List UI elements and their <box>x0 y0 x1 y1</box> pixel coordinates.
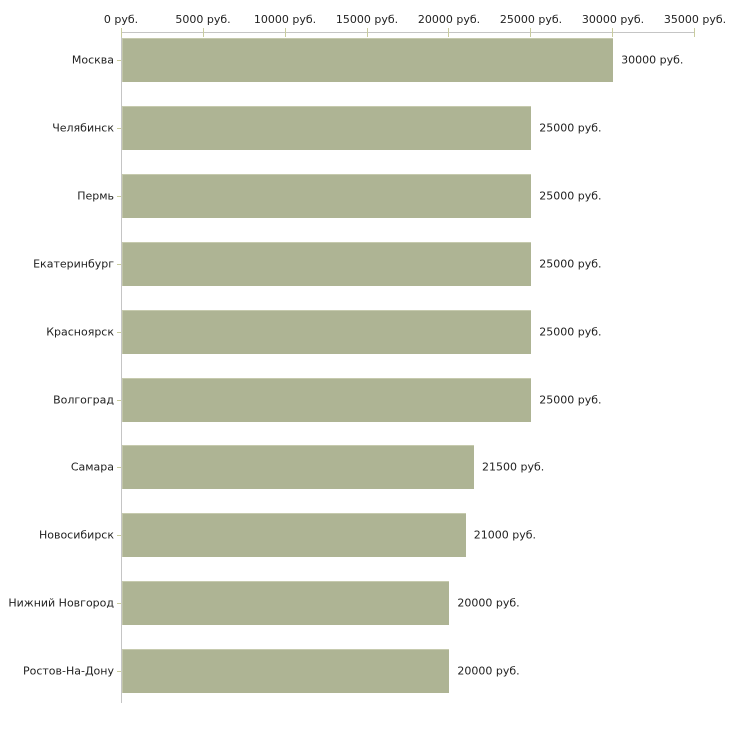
bar <box>122 445 474 490</box>
bar-row: Пермь 25000 руб. <box>77 169 695 237</box>
bar <box>122 173 532 218</box>
category-label: Пермь <box>77 189 114 203</box>
bar-row: Екатеринбург 25000 руб. <box>33 237 695 305</box>
x-axis-tick-label: 5000 руб. <box>175 13 231 26</box>
x-axis-tick-mark <box>612 28 614 37</box>
bar-row: Волгоград 25000 руб. <box>53 373 695 441</box>
x-axis-tick-label: 35000 руб. <box>663 13 727 26</box>
category-tick-mark <box>117 127 121 129</box>
x-axis-tick-mark <box>121 28 122 37</box>
bar <box>122 241 532 286</box>
value-label: 21500 руб. <box>481 460 545 474</box>
category-label: Ростов-На-Дону <box>22 664 114 678</box>
bar <box>122 581 450 626</box>
x-axis-tick-label: 15000 руб. <box>335 13 399 26</box>
category-label: Волгоград <box>53 393 114 406</box>
value-label: 25000 руб. <box>539 257 602 271</box>
category-label: Екатеринбург <box>33 257 114 271</box>
value-label: 25000 руб. <box>539 393 602 406</box>
x-axis-tick-label: 30000 руб. <box>581 13 645 26</box>
category-tick-mark <box>117 467 121 469</box>
category-label: Челябинск <box>52 121 114 135</box>
x-axis-tick-label: 0 руб. <box>103 13 139 26</box>
x-axis-tick-label: 25000 руб. <box>499 13 563 26</box>
plot-area: Москва 30000 руб. Челябинск 25000 руб. Пермь… <box>8 28 695 703</box>
bar-row: Красноярск 25000 руб. <box>46 305 695 373</box>
bar <box>122 649 450 694</box>
category-label: Москва <box>71 53 114 67</box>
category-label: Новосибирск <box>38 528 114 542</box>
bar <box>122 309 532 354</box>
bar <box>122 513 466 558</box>
value-label: 25000 руб. <box>539 325 602 339</box>
category-tick-mark <box>117 603 121 605</box>
bar <box>122 377 532 422</box>
category-tick-mark <box>117 60 121 61</box>
category-label: Красноярск <box>46 325 114 339</box>
bar <box>122 105 532 150</box>
category-tick-mark <box>117 399 121 401</box>
value-label: 25000 руб. <box>539 121 602 135</box>
category-label: Нижний Новгород <box>8 596 114 610</box>
bar <box>122 38 614 82</box>
category-tick-mark <box>117 263 121 265</box>
x-axis-tick-label: 20000 руб. <box>417 13 481 26</box>
value-label: 30000 руб. <box>621 53 684 67</box>
bar-row: Новосибирск 21000 руб. <box>39 508 695 576</box>
bar-row: Нижний Новгород 20000 руб. <box>8 576 695 644</box>
bar-row: Москва 30000 руб. <box>72 33 695 101</box>
x-axis-tick-mark <box>530 28 532 37</box>
bar-row: Челябинск 25000 руб. <box>52 101 695 169</box>
x-axis-tick-mark <box>284 28 286 37</box>
x-axis-tick-mark <box>448 28 450 37</box>
bar-row: Самара 21500 руб. <box>71 440 695 508</box>
category-label: Самара <box>70 460 114 474</box>
bar-row: Ростов-На-Дону 20000 руб. <box>23 644 695 712</box>
value-label: 25000 руб. <box>539 189 602 203</box>
category-tick-mark <box>117 195 121 197</box>
value-label: 20000 руб. <box>457 596 520 610</box>
category-tick-mark <box>117 535 121 537</box>
value-label: 20000 руб. <box>457 664 520 678</box>
x-axis-tick-mark <box>366 28 368 37</box>
x-axis-tick-label: 10000 руб. <box>253 13 317 26</box>
x-axis-tick-mark <box>694 28 695 37</box>
category-tick-mark <box>117 671 121 673</box>
x-axis-tick-mark <box>202 28 204 37</box>
value-label: 21000 руб. <box>473 528 537 542</box>
category-tick-mark <box>117 331 121 333</box>
